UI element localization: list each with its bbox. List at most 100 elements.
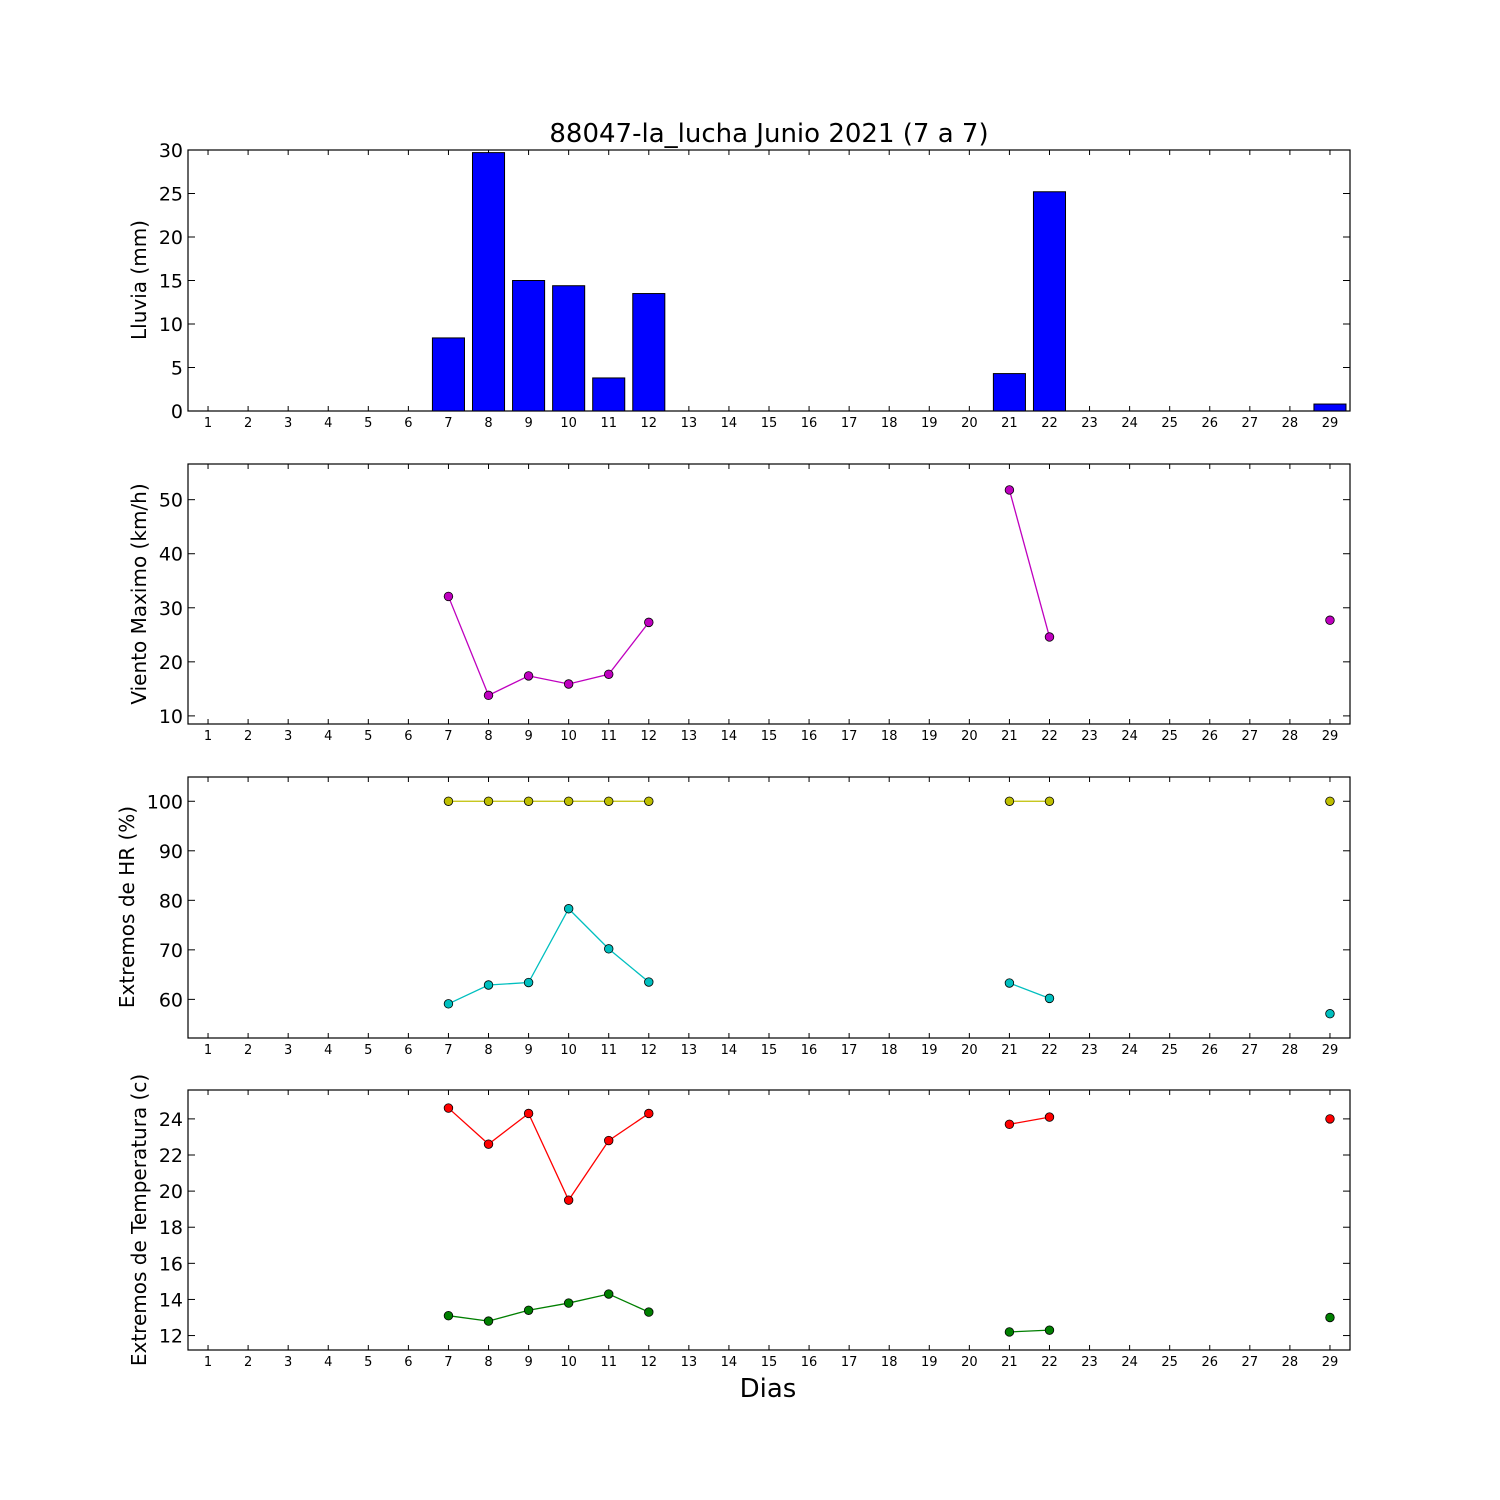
data-point bbox=[1004, 485, 1015, 495]
x-tick-label: 3 bbox=[284, 1043, 292, 1058]
data-point bbox=[1044, 1112, 1055, 1122]
x-tick-label: 22 bbox=[1041, 1043, 1058, 1058]
rain-bar bbox=[512, 280, 546, 412]
rain-bar bbox=[552, 285, 586, 412]
x-tick-label: 10 bbox=[560, 729, 577, 744]
x-tick-label: 29 bbox=[1322, 729, 1339, 744]
x-tick-label: 18 bbox=[881, 729, 898, 744]
x-tick-label: 12 bbox=[641, 729, 658, 744]
chart-title: 88047-la_lucha Junio 2021 (7 a 7) bbox=[549, 119, 988, 149]
x-tick-label: 10 bbox=[560, 1355, 577, 1370]
x-tick-label: 27 bbox=[1242, 1043, 1259, 1058]
data-point bbox=[483, 690, 494, 701]
x-tick-label: 29 bbox=[1322, 416, 1339, 431]
x-tick-label: 26 bbox=[1201, 729, 1218, 744]
x-tick-label: 4 bbox=[324, 1355, 332, 1370]
data-point bbox=[443, 1310, 454, 1321]
y-tick-label: 10 bbox=[159, 706, 183, 728]
x-tick-label: 14 bbox=[721, 416, 738, 431]
x-tick-label: 13 bbox=[681, 416, 698, 431]
x-tick-label: 25 bbox=[1161, 1043, 1178, 1058]
x-tick-label: 14 bbox=[721, 1043, 738, 1058]
x-tick-label: 2 bbox=[244, 416, 252, 431]
data-point bbox=[523, 671, 534, 681]
data-point bbox=[1004, 1327, 1015, 1337]
series-line bbox=[448, 1107, 650, 1202]
x-tick-label: 27 bbox=[1242, 416, 1259, 431]
y-tick-label: 14 bbox=[159, 1289, 183, 1311]
x-tick-label: 11 bbox=[600, 1043, 617, 1058]
data-point bbox=[1044, 796, 1055, 806]
x-tick-label: 1 bbox=[204, 729, 212, 744]
x-tick-label: 2 bbox=[244, 1355, 252, 1370]
x-tick-label: 17 bbox=[841, 1355, 858, 1370]
rain-bar bbox=[1032, 191, 1067, 412]
y-tick-label: 100 bbox=[147, 791, 183, 813]
x-tick-label: 10 bbox=[560, 1043, 577, 1058]
x-tick-label: 24 bbox=[1121, 1043, 1138, 1058]
x-tick-label: 3 bbox=[284, 1355, 292, 1370]
x-tick-label: 16 bbox=[801, 416, 818, 431]
x-tick-label: 29 bbox=[1322, 1355, 1339, 1370]
data-point bbox=[483, 1139, 494, 1149]
data-point bbox=[1325, 1114, 1335, 1124]
data-point bbox=[443, 999, 454, 1009]
data-point bbox=[1044, 993, 1055, 1004]
series-line bbox=[447, 596, 650, 697]
y-tick-label: 25 bbox=[159, 184, 183, 206]
x-tick-label: 28 bbox=[1282, 1043, 1299, 1058]
y-tick-label: 24 bbox=[159, 1109, 183, 1131]
series-line bbox=[1009, 1116, 1050, 1125]
rain-bar bbox=[992, 373, 1026, 412]
data-point bbox=[523, 796, 534, 806]
x-tick-label: 27 bbox=[1242, 729, 1259, 744]
data-point bbox=[1325, 1312, 1335, 1323]
x-tick-label: 21 bbox=[1001, 416, 1018, 431]
x-tick-label: 18 bbox=[881, 1043, 898, 1058]
rain-bar bbox=[632, 293, 666, 412]
x-tick-label: 1 bbox=[204, 1355, 212, 1370]
x-tick-label: 25 bbox=[1161, 416, 1178, 431]
y-axis-label-temperature: Extremos de Temperatura (c) bbox=[127, 1074, 151, 1366]
x-tick-label: 7 bbox=[444, 729, 452, 744]
x-tick-label: 4 bbox=[324, 729, 332, 744]
x-tick-label: 9 bbox=[524, 729, 532, 744]
series-line bbox=[448, 1293, 650, 1322]
x-tick-label: 24 bbox=[1121, 729, 1138, 744]
data-point bbox=[443, 796, 454, 806]
x-tick-label: 22 bbox=[1041, 1355, 1058, 1370]
y-tick-label: 20 bbox=[159, 1181, 183, 1203]
data-point bbox=[1044, 1325, 1055, 1335]
y-tick-label: 10 bbox=[159, 314, 183, 336]
x-tick-label: 9 bbox=[524, 416, 532, 431]
series-line bbox=[1009, 1329, 1050, 1333]
rain-bar bbox=[471, 152, 506, 412]
x-tick-label: 5 bbox=[364, 729, 372, 744]
x-tick-label: 6 bbox=[404, 416, 412, 431]
x-tick-label: 19 bbox=[921, 729, 938, 744]
x-tick-label: 23 bbox=[1081, 1043, 1098, 1058]
y-tick-label: 70 bbox=[159, 940, 183, 962]
data-point bbox=[563, 796, 574, 806]
x-tick-label: 26 bbox=[1201, 1043, 1218, 1058]
data-point bbox=[1004, 796, 1015, 806]
x-tick-label: 18 bbox=[881, 1355, 898, 1370]
x-tick-label: 19 bbox=[921, 416, 938, 431]
x-tick-label: 23 bbox=[1081, 1355, 1098, 1370]
y-axis-label-wind: Viento Maximo (km/h) bbox=[127, 483, 151, 704]
y-tick-label: 50 bbox=[159, 490, 183, 512]
x-tick-label: 21 bbox=[1001, 1043, 1018, 1058]
x-tick-label: 12 bbox=[641, 416, 658, 431]
x-tick-label: 19 bbox=[921, 1355, 938, 1370]
x-tick-label: 8 bbox=[484, 1043, 492, 1058]
data-point bbox=[1004, 1119, 1015, 1130]
x-tick-label: 26 bbox=[1201, 1355, 1218, 1370]
data-point bbox=[604, 796, 614, 806]
data-point bbox=[604, 669, 614, 679]
x-tick-label: 22 bbox=[1041, 416, 1058, 431]
y-axis-label-humidity: Extremos de HR (%) bbox=[115, 806, 139, 1008]
x-tick-label: 29 bbox=[1322, 1043, 1339, 1058]
